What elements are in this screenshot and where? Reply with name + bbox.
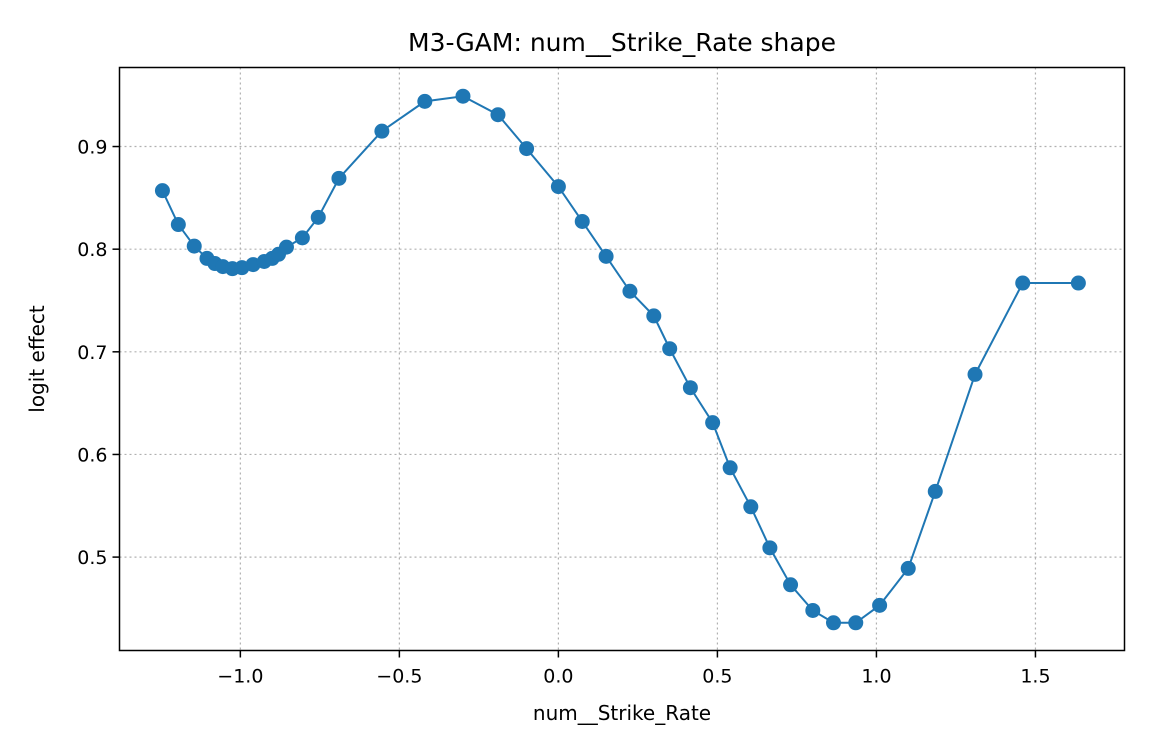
- x-tick-label: 1.0: [861, 666, 891, 688]
- y-tick-label: 0.9: [77, 137, 107, 159]
- data-point: [598, 248, 614, 264]
- y-axis-label: logit effect: [25, 305, 49, 413]
- data-point: [825, 615, 841, 631]
- grid: [119, 67, 1125, 651]
- data-point: [186, 238, 202, 254]
- data-point: [154, 183, 170, 199]
- series-line: [161, 95, 1079, 624]
- y-tick-label: 0.8: [77, 239, 107, 261]
- data-point: [170, 217, 186, 233]
- data-point: [374, 123, 390, 139]
- data-point: [417, 93, 433, 109]
- data-point: [967, 366, 983, 382]
- data-point: [646, 308, 662, 324]
- data-point: [278, 239, 294, 255]
- x-tick-label: −0.5: [376, 666, 422, 688]
- data-point: [490, 107, 506, 123]
- data-point: [783, 577, 799, 593]
- data-point: [743, 499, 759, 515]
- data-point: [310, 209, 326, 225]
- data-point: [455, 88, 471, 104]
- data-point: [550, 179, 566, 195]
- data-point: [294, 230, 310, 246]
- data-point: [1070, 275, 1086, 291]
- data-point: [762, 540, 778, 556]
- data-point: [927, 483, 943, 499]
- data-series: [154, 88, 1086, 631]
- data-point: [722, 460, 738, 476]
- chart-title: M3-GAM: num__Strike_Rate shape: [408, 28, 836, 57]
- x-tick-label: −1.0: [217, 666, 263, 688]
- data-point: [705, 415, 721, 431]
- data-point: [682, 380, 698, 396]
- y-axis: 0.5 0.6 0.7 0.8 0.9: [77, 137, 120, 569]
- x-axis: −1.0 −0.5 0.0 0.5 1.0 1.5: [217, 650, 1051, 688]
- data-point: [622, 283, 638, 299]
- data-point: [331, 170, 347, 186]
- data-point: [872, 597, 888, 613]
- x-axis-label: num__Strike_Rate: [533, 701, 711, 725]
- data-point: [805, 602, 821, 618]
- data-point: [1015, 275, 1031, 291]
- plot-frame: [118, 66, 1126, 652]
- x-tick-label: 0.0: [543, 666, 573, 688]
- y-tick-label: 0.5: [77, 547, 107, 569]
- data-point: [900, 560, 916, 576]
- x-tick-label: 0.5: [702, 666, 732, 688]
- x-tick-label: 1.5: [1020, 666, 1050, 688]
- data-point: [574, 213, 590, 229]
- data-point: [662, 341, 678, 357]
- data-point: [519, 141, 535, 157]
- y-tick-label: 0.7: [77, 342, 107, 364]
- data-point: [848, 615, 864, 631]
- y-tick-label: 0.6: [77, 444, 107, 466]
